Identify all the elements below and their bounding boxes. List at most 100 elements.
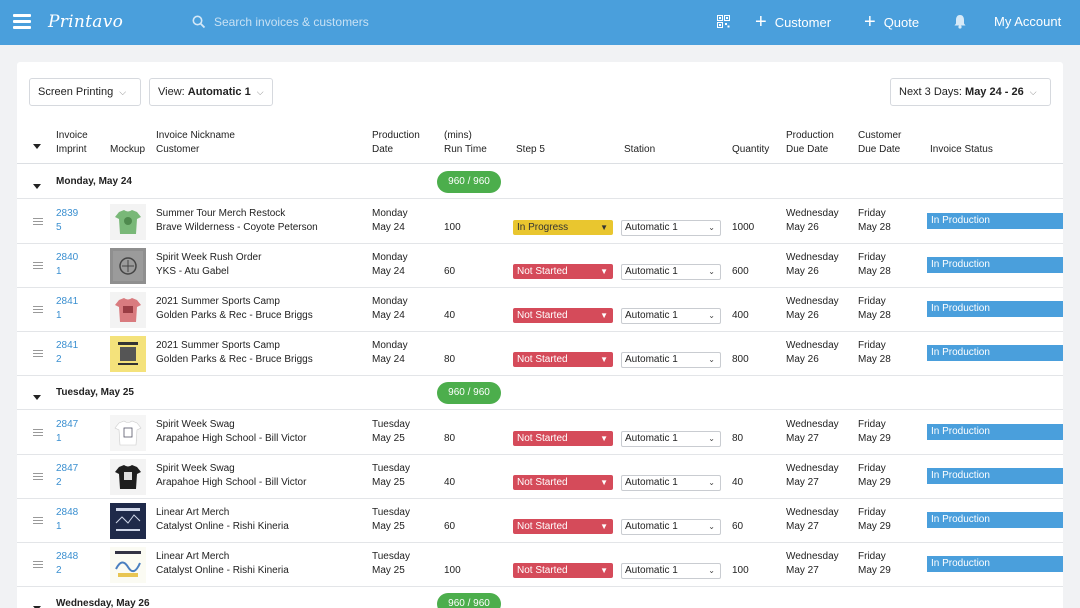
view-filter-value: Automatic 1 <box>187 86 251 98</box>
group-date-title: Tuesday, May 25 <box>56 387 134 398</box>
qr-code-icon[interactable] <box>717 15 730 28</box>
date-range-value: May 24 - 26 <box>965 86 1024 98</box>
invoice-status-badge[interactable]: In Production <box>927 345 1063 361</box>
step-status-select[interactable]: Not Started ▼ <box>513 563 613 578</box>
col-invoice[interactable]: Invoice Imprint <box>56 130 88 155</box>
invoice-status-badge[interactable]: In Production <box>927 257 1063 273</box>
collapse-group-toggle[interactable] <box>33 391 41 403</box>
mockup-thumbnail[interactable] <box>110 547 146 583</box>
table-row[interactable]: 2839 5 Summer Tour Merch Restock Brave Wild… <box>17 200 1063 244</box>
mockup-thumbnail[interactable] <box>110 415 146 451</box>
drag-handle-icon[interactable] <box>33 306 43 315</box>
nickname-customer-cell: 2021 Summer Sports Camp Golden Parks & Re… <box>156 339 313 367</box>
table-row[interactable]: 2848 2 Linear Art Merch Catalyst Online - R… <box>17 543 1063 587</box>
quantity-cell: 80 <box>732 433 744 444</box>
invoice-imprint-link[interactable]: 2848 2 <box>56 551 79 576</box>
invoice-status-badge[interactable]: In Production <box>927 424 1063 440</box>
add-customer-label: Customer <box>774 14 832 30</box>
my-account-menu[interactable]: My Account <box>994 14 1062 29</box>
station-select[interactable]: Automatic 1 ⌄ <box>621 475 721 491</box>
table-row[interactable]: 2848 1 Linear Art Merch Catalyst Online - R… <box>17 499 1063 543</box>
station-select[interactable]: Automatic 1 ⌄ <box>621 519 721 535</box>
chevron-down-icon: ⌄ <box>708 478 715 487</box>
mockup-thumbnail[interactable] <box>110 204 146 240</box>
invoice-imprint-link[interactable]: 2841 2 <box>56 340 79 365</box>
chevron-down-icon: ⌄ <box>708 311 715 320</box>
drag-handle-icon[interactable] <box>33 473 43 482</box>
step-status-select[interactable]: Not Started ▼ <box>513 352 613 367</box>
search-input[interactable] <box>214 12 484 32</box>
invoice-status-badge[interactable]: In Production <box>927 213 1063 229</box>
search-icon <box>192 15 206 29</box>
invoice-nickname: 2021 Summer Sports Camp <box>156 340 280 351</box>
invoice-imprint-link[interactable]: 2847 1 <box>56 419 79 444</box>
col-run-time[interactable]: (mins) Run Time <box>444 130 487 155</box>
station-select[interactable]: Automatic 1 ⌄ <box>621 308 721 324</box>
step-status-select[interactable]: Not Started ▼ <box>513 519 613 534</box>
drag-handle-icon[interactable] <box>33 429 43 438</box>
collapse-all-toggle[interactable] <box>33 140 41 154</box>
step-status-select[interactable]: In Progress ▼ <box>513 220 613 235</box>
step-status-select[interactable]: Not Started ▼ <box>513 475 613 490</box>
collapse-group-toggle[interactable] <box>33 602 41 608</box>
customer-name: Arapahoe High School - Bill Victor <box>156 477 307 488</box>
run-time-cell: 100 <box>444 222 461 233</box>
invoice-imprint-link[interactable]: 2847 2 <box>56 463 79 488</box>
col-quantity[interactable]: Quantity <box>732 144 770 155</box>
step-status-select[interactable]: Not Started ▼ <box>513 431 613 446</box>
mockup-thumbnail[interactable] <box>110 336 146 372</box>
invoice-imprint-link[interactable]: 2840 1 <box>56 252 79 277</box>
col-nickname-customer[interactable]: Invoice Nickname Customer <box>156 130 235 155</box>
date-range-dropdown[interactable]: Next 3 Days: May 24 - 26 ⌵ <box>890 78 1051 106</box>
drag-handle-icon[interactable] <box>33 218 43 227</box>
collapse-group-toggle[interactable] <box>33 180 41 192</box>
station-select[interactable]: Automatic 1 ⌄ <box>621 431 721 447</box>
table-row[interactable]: 2841 1 2021 Summer Sports Camp Golden Parks… <box>17 288 1063 332</box>
hamburger-menu-icon[interactable] <box>13 14 31 29</box>
table-row[interactable]: 2847 2 Spirit Week Swag Arapahoe High Schoo… <box>17 455 1063 499</box>
col-production-due-date[interactable]: Production Due Date <box>786 130 834 155</box>
invoice-imprint-link[interactable]: 2841 1 <box>56 296 79 321</box>
table-row[interactable]: 2841 2 2021 Summer Sports Camp Golden Parks… <box>17 332 1063 376</box>
table-row[interactable]: 2847 1 Spirit Week Swag Arapahoe High Schoo… <box>17 411 1063 455</box>
drag-handle-icon[interactable] <box>33 262 43 271</box>
customer-name: Brave Wilderness - Coyote Peterson <box>156 222 318 233</box>
invoice-imprint-link[interactable]: 2839 5 <box>56 208 79 233</box>
add-quote-button[interactable]: + Quote <box>864 12 919 32</box>
station-select[interactable]: Automatic 1 ⌄ <box>621 264 721 280</box>
run-time-cell: 40 <box>444 477 456 488</box>
process-filter-dropdown[interactable]: Screen Printing ⌵ <box>29 78 141 106</box>
drag-handle-icon[interactable] <box>33 517 43 526</box>
production-date-cell: Tuesday May 25 <box>372 419 410 444</box>
col-station[interactable]: Station <box>624 144 656 155</box>
invoice-imprint-link[interactable]: 2848 1 <box>56 507 79 532</box>
invoice-status-badge[interactable]: In Production <box>927 468 1063 484</box>
add-customer-button[interactable]: + Customer <box>755 12 832 32</box>
drag-handle-icon[interactable] <box>33 561 43 570</box>
col-invoice-status[interactable]: Invoice Status <box>930 144 993 155</box>
notification-bell-icon[interactable] <box>953 14 967 29</box>
mockup-thumbnail[interactable] <box>110 248 146 284</box>
view-filter-dropdown[interactable]: View: Automatic 1 ⌵ <box>149 78 273 106</box>
chevron-down-icon: ▼ <box>600 223 608 232</box>
step-status-select[interactable]: Not Started ▼ <box>513 264 613 279</box>
col-step[interactable]: Step 5 <box>516 144 545 155</box>
station-select[interactable]: Automatic 1 ⌄ <box>621 352 721 368</box>
production-date-cell: Monday May 24 <box>372 340 408 365</box>
station-select[interactable]: Automatic 1 ⌄ <box>621 563 721 579</box>
invoice-status-badge[interactable]: In Production <box>927 512 1063 528</box>
drag-handle-icon[interactable] <box>33 350 43 359</box>
station-select[interactable]: Automatic 1 ⌄ <box>621 220 721 236</box>
invoice-status-badge[interactable]: In Production <box>927 556 1063 572</box>
step-status-select[interactable]: Not Started ▼ <box>513 308 613 323</box>
invoice-nickname: Spirit Week Swag <box>156 419 235 430</box>
mockup-thumbnail[interactable] <box>110 503 146 539</box>
search-box[interactable] <box>192 12 492 32</box>
invoice-status-badge[interactable]: In Production <box>927 301 1063 317</box>
table-row[interactable]: 2840 1 Spirit Week Rush Order YKS - Atu Gab… <box>17 244 1063 288</box>
mockup-thumbnail[interactable] <box>110 292 146 328</box>
col-production-date[interactable]: Production Date <box>372 130 420 155</box>
col-customer-due-date[interactable]: Customer Due Date <box>858 130 902 155</box>
mockup-thumbnail[interactable] <box>110 459 146 495</box>
printavo-logo[interactable]: Printavo <box>48 12 124 32</box>
